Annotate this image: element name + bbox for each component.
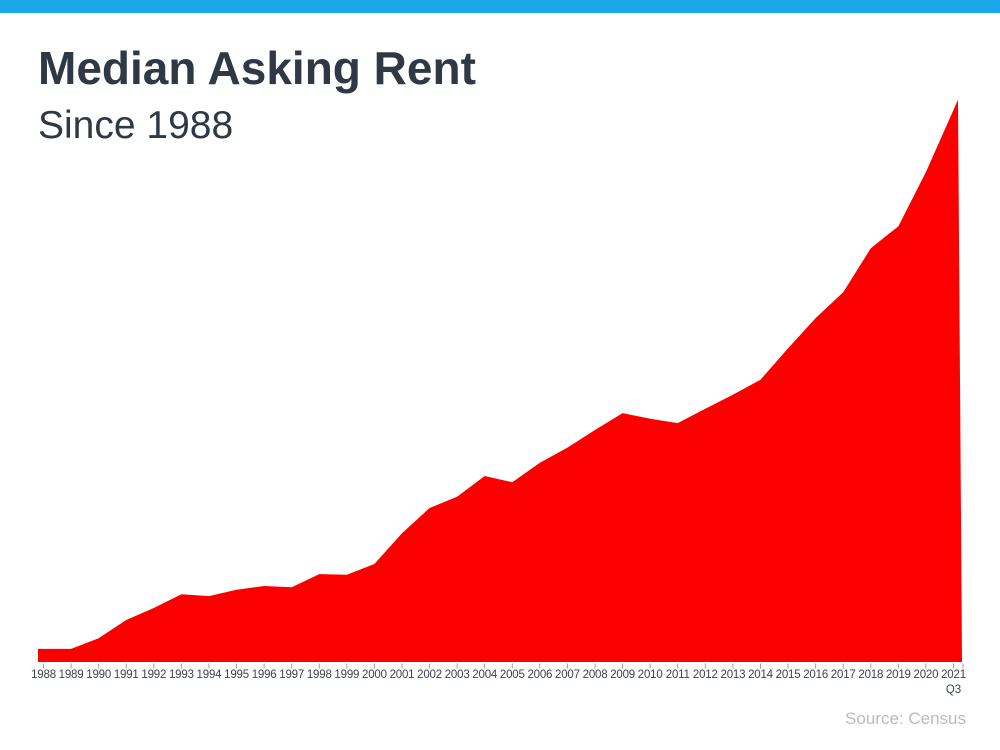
x-axis-label: 1994: [196, 669, 222, 681]
x-axis-label: 1997: [279, 669, 305, 681]
chart-header: Median Asking Rent Since 1988: [38, 42, 476, 148]
x-axis-label: 1989: [58, 669, 84, 681]
x-axis-label: 2006: [527, 669, 553, 681]
x-axis-label: 1999: [334, 669, 360, 681]
x-axis-label: 2003: [444, 669, 470, 681]
x-axis-label: 2004: [472, 669, 498, 681]
x-axis-ticks: [43, 663, 964, 669]
x-axis-label: 1991: [113, 669, 139, 681]
x-axis-label: 2002: [417, 669, 442, 681]
x-axis-label: 1988: [31, 669, 56, 681]
x-axis-label: 1996: [251, 669, 277, 681]
x-axis-label: 2009: [610, 669, 635, 681]
x-axis-label: 2013: [720, 669, 746, 681]
x-axis-label: 2018: [858, 669, 884, 681]
x-axis-label: 2008: [582, 669, 608, 681]
area-series: [38, 99, 962, 663]
x-axis-label: 2010: [637, 669, 663, 681]
x-axis-label: 2012: [692, 669, 718, 681]
x-axis-label: 2005: [499, 669, 525, 681]
x-axis-sublabel-q3: Q3: [945, 684, 962, 696]
x-axis-label: 1992: [141, 669, 167, 681]
x-axis-label: 2000: [362, 669, 387, 681]
x-axis-label: 2019: [885, 669, 911, 681]
x-axis-label: 2021: [941, 669, 966, 681]
x-axis-label: 2017: [830, 669, 856, 681]
source-note: Source: Census: [845, 709, 966, 728]
x-axis-label: 1990: [86, 669, 112, 681]
top-accent-bar: [0, 0, 1000, 13]
x-axis-label: 1995: [224, 669, 249, 681]
x-axis-label: 1998: [306, 669, 332, 681]
x-axis-label: 2007: [555, 669, 580, 681]
x-axis-label: 2014: [748, 669, 773, 681]
x-axis-label: 2015: [775, 669, 801, 681]
x-axis-label: 2011: [665, 669, 690, 681]
x-axis-label: 2020: [913, 669, 939, 681]
x-axis-label: 1993: [168, 669, 194, 681]
page-title: Median Asking Rent: [38, 42, 476, 94]
x-axis-label: 2001: [389, 669, 415, 681]
page-subtitle: Since 1988: [38, 103, 234, 147]
x-axis-label: 2016: [803, 669, 829, 681]
